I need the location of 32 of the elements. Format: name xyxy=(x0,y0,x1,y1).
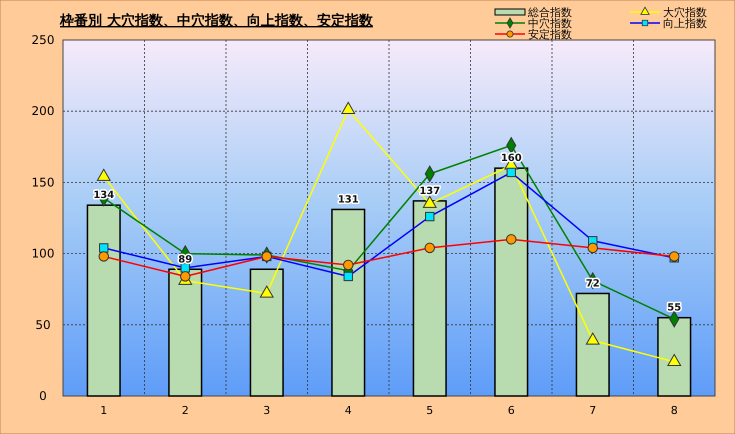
bar xyxy=(657,316,692,397)
data-label: 55 xyxy=(667,302,682,314)
data-label: 72 xyxy=(586,278,600,290)
y-tick-label: 200 xyxy=(32,104,54,118)
data-label: 137 xyxy=(419,186,440,197)
chart-title: 枠番別 大穴指数、中穴指数、向上指数、安定指数 xyxy=(59,12,374,29)
y-tick-label: 250 xyxy=(32,33,54,47)
bar xyxy=(168,268,202,397)
x-tick-label: 7 xyxy=(589,404,596,417)
x-tick-label: 2 xyxy=(182,404,189,417)
bar xyxy=(331,208,366,397)
legend-label: 中穴指数 xyxy=(528,17,572,30)
x-tick-label: 5 xyxy=(426,404,434,417)
y-tick-label: 100 xyxy=(32,246,54,261)
bar xyxy=(86,204,121,397)
data-label: 131 xyxy=(338,194,359,206)
x-tick-label: 8 xyxy=(670,404,678,417)
legend-label: 総合指数 xyxy=(527,6,572,19)
y-tick-label: 50 xyxy=(35,318,51,332)
bar xyxy=(494,167,528,397)
y-tick-label: 150 xyxy=(32,175,54,190)
legend-label: 向上指数 xyxy=(663,17,707,30)
x-tick-label: 4 xyxy=(344,404,352,417)
y-tick-label: 0 xyxy=(39,389,47,403)
x-tick-label: 6 xyxy=(508,404,515,417)
legend-label: 安定指数 xyxy=(528,28,572,41)
bar xyxy=(576,292,610,397)
legend-label: 大穴指数 xyxy=(663,6,707,19)
bar xyxy=(250,268,284,397)
x-tick-label: 1 xyxy=(100,404,108,417)
x-tick-label: 3 xyxy=(263,404,270,417)
bar xyxy=(412,200,447,397)
